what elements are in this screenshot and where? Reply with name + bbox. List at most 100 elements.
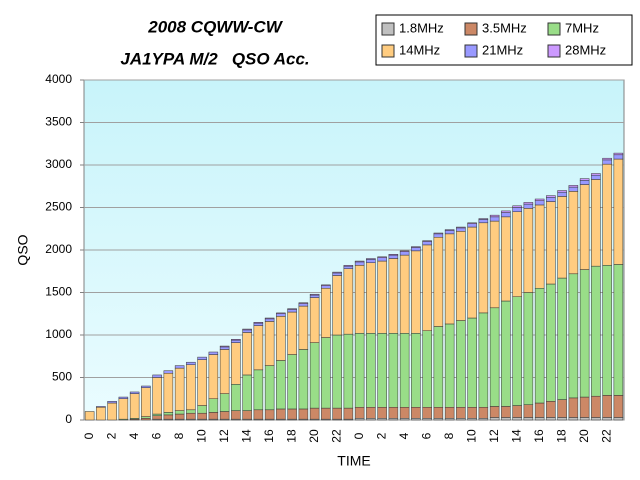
bar-segment — [298, 302, 309, 304]
x-tick-label: 2 — [104, 432, 118, 439]
bar-segment — [546, 417, 556, 421]
legend-label: 1.8MHz — [399, 20, 444, 35]
bar-segment — [579, 184, 590, 270]
y-tick-label: 2000 — [45, 242, 72, 256]
x-tick-label: 4 — [127, 432, 141, 439]
bar-segment — [467, 317, 477, 408]
bar-segment — [613, 152, 624, 156]
bar-segment — [321, 288, 331, 338]
bar-segment — [231, 339, 241, 343]
bar-segment — [433, 418, 444, 421]
x-tick-label: 18 — [554, 429, 568, 443]
bar-segment — [444, 233, 455, 325]
bar-segment — [534, 402, 545, 418]
bar-segment — [287, 311, 297, 355]
bar-segment — [579, 396, 590, 418]
x-tick-label: 6 — [149, 432, 163, 439]
bar-segment — [231, 384, 241, 411]
bar-segment — [174, 413, 185, 420]
bar-segment — [197, 412, 207, 420]
bar-segment — [523, 203, 534, 209]
bar-segment — [343, 407, 354, 420]
bar-segment — [118, 398, 129, 420]
bar-segment — [163, 414, 174, 420]
legend-label: 28MHz — [565, 42, 606, 57]
bar-segment — [456, 418, 466, 421]
bar-segment — [399, 250, 410, 252]
bar-segment — [332, 275, 342, 336]
bar-segment — [557, 417, 567, 421]
bar-segment — [411, 246, 421, 248]
bar-segment — [388, 333, 399, 408]
bar-segment — [433, 233, 444, 238]
x-tick-label: 22 — [599, 429, 613, 443]
bar-segment — [343, 265, 354, 267]
bar-segment — [107, 401, 117, 404]
bar-segment — [411, 247, 421, 252]
bar-segment — [489, 220, 500, 309]
bar-segment — [377, 260, 387, 334]
bar-segment — [107, 402, 117, 421]
bar-segment — [456, 320, 466, 408]
bar-segment — [523, 292, 534, 405]
bar-segment — [354, 261, 365, 266]
bar-segment — [208, 351, 219, 355]
x-tick-label: 12 — [487, 429, 501, 443]
bar-segment — [321, 407, 331, 420]
bar-segment — [433, 237, 444, 327]
bar-segment — [534, 417, 545, 421]
bar-segment — [534, 200, 545, 206]
bar-segment — [208, 398, 219, 413]
bar-segment — [377, 333, 387, 408]
bar-segment — [366, 258, 376, 260]
bar-segment — [456, 227, 466, 232]
x-tick-label: 20 — [307, 429, 321, 443]
x-tick-label: 8 — [172, 432, 186, 439]
bar-segment — [411, 418, 421, 421]
bar-segment — [298, 408, 309, 420]
bar-segment — [366, 418, 376, 421]
bar-segment — [557, 277, 567, 400]
x-tick-label: 12 — [217, 429, 231, 443]
bar-segment — [332, 271, 342, 274]
bar-segment — [411, 407, 421, 419]
bar-segment — [546, 197, 556, 202]
legend-label: 21MHz — [482, 42, 523, 57]
bar-segment — [512, 205, 522, 208]
bar-segment — [174, 410, 185, 415]
bar-segment — [613, 395, 624, 418]
bar-segment — [253, 409, 264, 420]
bar-segment — [534, 204, 545, 289]
bar-segment — [433, 232, 444, 235]
bar-segment — [197, 359, 207, 406]
bar-segment — [568, 417, 579, 421]
bar-segment — [253, 322, 264, 324]
bar-segment — [366, 333, 376, 408]
bar-segment — [422, 418, 432, 421]
bar-segment — [366, 262, 376, 334]
bar-segment — [242, 329, 252, 333]
bar-segment — [579, 417, 590, 421]
bar-segment — [141, 416, 151, 419]
bar-segment — [287, 309, 297, 313]
bar-segment — [287, 354, 297, 410]
y-tick-label: 1500 — [45, 285, 72, 299]
bar-segment — [568, 185, 579, 188]
bar-segment — [231, 342, 241, 385]
bar-segment — [242, 374, 252, 411]
bar-segment — [332, 334, 342, 409]
bar-segment — [501, 406, 511, 418]
bar-segment — [467, 407, 477, 419]
bar-segment — [276, 408, 286, 420]
bar-segment — [613, 154, 624, 160]
bar-segment — [388, 418, 399, 421]
bar-segment — [478, 312, 489, 408]
bar-segment — [444, 229, 455, 231]
bar-segment — [467, 222, 477, 224]
bar-segment — [422, 241, 432, 246]
bar-segment — [489, 406, 500, 418]
y-tick-label: 500 — [52, 370, 72, 384]
bar-segment — [242, 410, 252, 420]
x-tick-label: 0 — [352, 432, 366, 439]
bar-segment — [152, 374, 162, 378]
